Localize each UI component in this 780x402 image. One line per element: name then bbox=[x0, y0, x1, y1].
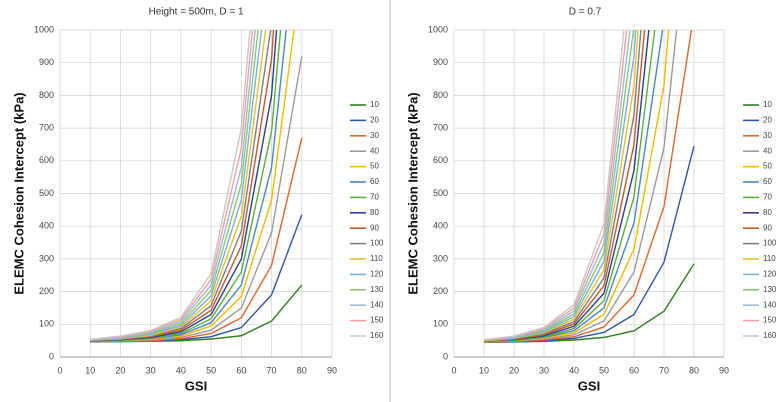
series-line bbox=[90, 30, 259, 341]
y-tick-label: 300 bbox=[433, 253, 448, 263]
legend-label: 120 bbox=[370, 270, 384, 279]
y-tick-label: 900 bbox=[39, 57, 54, 67]
x-axis-label: GSI bbox=[185, 378, 207, 393]
legend-label: 90 bbox=[370, 223, 379, 232]
y-tick-label: 100 bbox=[39, 319, 54, 329]
y-tick-label: 200 bbox=[433, 286, 448, 296]
y-axis-label: ELEMC Cohesion Intercept (kPa) bbox=[405, 92, 420, 294]
legend-label: 90 bbox=[763, 223, 772, 232]
series-line bbox=[483, 30, 637, 342]
y-tick-label: 400 bbox=[39, 221, 54, 231]
y-tick-label: 0 bbox=[443, 351, 448, 361]
x-tick-label: 70 bbox=[267, 365, 277, 375]
y-tick-label: 700 bbox=[39, 122, 54, 132]
series-line bbox=[90, 30, 287, 342]
legend-label: 130 bbox=[370, 285, 384, 294]
legend-label: 160 bbox=[370, 331, 384, 340]
series-line bbox=[90, 30, 263, 342]
x-tick-label: 10 bbox=[85, 365, 95, 375]
x-tick-label: 20 bbox=[509, 365, 519, 375]
y-tick-label: 100 bbox=[433, 319, 448, 329]
y-tick-label: 200 bbox=[39, 286, 54, 296]
y-tick-label: 500 bbox=[39, 188, 54, 198]
legend-label: 70 bbox=[370, 193, 379, 202]
legend-label: 70 bbox=[763, 193, 772, 202]
legend-label: 100 bbox=[763, 239, 777, 248]
legend-label: 160 bbox=[763, 331, 777, 340]
legend-label: 30 bbox=[370, 131, 379, 140]
y-axis-label: ELEMC Cohesion Intercept (kPa) bbox=[11, 92, 26, 294]
series-line bbox=[90, 30, 272, 342]
x-tick-label: 30 bbox=[146, 365, 156, 375]
x-tick-label: 70 bbox=[659, 365, 669, 375]
series-line bbox=[90, 30, 251, 341]
y-tick-label: 1000 bbox=[34, 24, 54, 34]
legend-label: 50 bbox=[763, 162, 772, 171]
legend-label: 110 bbox=[763, 254, 776, 263]
x-tick-label: 30 bbox=[539, 365, 549, 375]
y-tick-label: 500 bbox=[433, 188, 448, 198]
x-tick-label: 60 bbox=[629, 365, 639, 375]
x-tick-label: 0 bbox=[57, 365, 62, 375]
legend-label: 80 bbox=[763, 208, 772, 217]
chart-title: D = 0.7 bbox=[569, 7, 602, 18]
series-line bbox=[483, 30, 678, 343]
legend-label: 60 bbox=[763, 177, 772, 186]
series-line bbox=[483, 30, 670, 343]
y-tick-label: 600 bbox=[433, 155, 448, 165]
x-tick-label: 60 bbox=[236, 365, 246, 375]
x-tick-label: 40 bbox=[569, 365, 579, 375]
x-tick-label: 20 bbox=[115, 365, 125, 375]
x-axis-label: GSI bbox=[578, 378, 600, 393]
series-line bbox=[90, 30, 256, 341]
y-tick-label: 900 bbox=[433, 57, 448, 67]
x-tick-label: 0 bbox=[451, 365, 456, 375]
x-tick-label: 80 bbox=[689, 365, 699, 375]
chart: D = 0.7 ELEMC Cohesion Intercept (kPa) GSI… bbox=[405, 7, 777, 394]
legend-label: 20 bbox=[763, 116, 772, 125]
chart-title: Height = 500m, D = 1 bbox=[148, 7, 243, 18]
chart: Height = 500m, D = 1 ELEMC Cohesion Inter… bbox=[11, 7, 384, 394]
legend-label: 140 bbox=[763, 300, 777, 309]
legend-label: 40 bbox=[763, 146, 772, 155]
legend-label: 50 bbox=[370, 162, 379, 171]
legend-label: 60 bbox=[370, 177, 379, 186]
series-line bbox=[483, 30, 625, 341]
legend-label: 30 bbox=[763, 131, 772, 140]
legend-label: 100 bbox=[370, 239, 384, 248]
legend-label: 10 bbox=[763, 100, 772, 109]
x-tick-label: 90 bbox=[719, 365, 729, 375]
y-tick-label: 700 bbox=[433, 122, 448, 132]
legend-label: 130 bbox=[763, 285, 777, 294]
y-tick-label: 400 bbox=[433, 221, 448, 231]
plot-area bbox=[90, 30, 303, 343]
x-tick-label: 80 bbox=[297, 365, 307, 375]
legend-label: 20 bbox=[370, 116, 379, 125]
y-tick-label: 800 bbox=[39, 90, 54, 100]
legend-label: 150 bbox=[370, 316, 384, 325]
x-tick-label: 90 bbox=[327, 365, 337, 375]
plot-area bbox=[483, 30, 695, 343]
series-line bbox=[90, 30, 254, 341]
legend-label: 40 bbox=[370, 146, 379, 155]
y-tick-label: 300 bbox=[39, 253, 54, 263]
x-tick-label: 40 bbox=[176, 365, 186, 375]
y-tick-label: 600 bbox=[39, 155, 54, 165]
x-tick-label: 50 bbox=[599, 365, 609, 375]
y-tick-label: 800 bbox=[433, 90, 448, 100]
legend-label: 80 bbox=[370, 208, 379, 217]
legend-label: 150 bbox=[763, 316, 777, 325]
legend-label: 120 bbox=[763, 270, 777, 279]
x-tick-label: 10 bbox=[479, 365, 489, 375]
series-line bbox=[90, 30, 275, 342]
series-line bbox=[90, 30, 267, 342]
legend-label: 110 bbox=[370, 254, 383, 263]
y-tick-label: 0 bbox=[49, 351, 54, 361]
legend-label: 10 bbox=[370, 100, 379, 109]
y-tick-label: 1000 bbox=[428, 24, 448, 34]
x-tick-label: 50 bbox=[206, 365, 216, 375]
legend-label: 140 bbox=[370, 300, 384, 309]
